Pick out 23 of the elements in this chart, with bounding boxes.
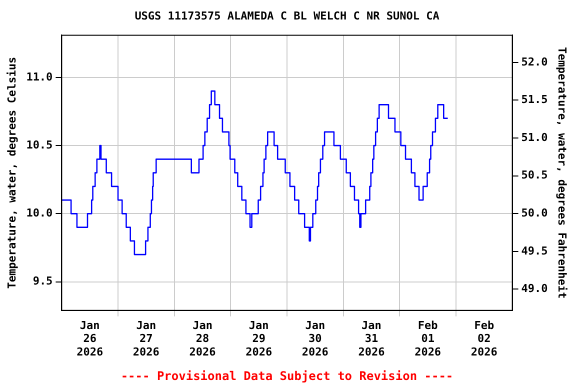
y-tick-label: 10.0 (26, 206, 53, 220)
y2-tick-label: 50.0 (521, 206, 548, 220)
text: ---- Provisional Data Subject to Revision ---- (120, 369, 454, 383)
y2-tick-label: 50.5 (521, 168, 548, 182)
y-tick-label: 9.5 (32, 274, 53, 288)
x-tick-label: Jan 28 2026 (189, 318, 216, 358)
x-tick-label: Jan 31 2026 (358, 318, 386, 358)
y2-tick-label: 49.0 (521, 282, 548, 296)
x-tick-label: Jan 27 2026 (132, 318, 160, 358)
x-tick-label: Jan 29 2026 (246, 318, 272, 358)
y2-tick-label: 51.0 (521, 130, 548, 144)
chart-title: USGS 11173575 ALAMEDA C BL WELCH C NR SUNOL CA (134, 9, 440, 22)
y2-tick-label: 49.5 (521, 244, 548, 258)
x-tick-label: Jan 30 2026 (302, 318, 329, 358)
x-tick-label: Feb 02 2026 (470, 318, 498, 358)
y2-tick-label: 52.0 (521, 55, 548, 68)
y2-axis-title: Temperature, water, degrees Fahrenheit (556, 46, 569, 299)
y2-tick-label: 51.5 (521, 93, 548, 106)
y-axis-title: Temperature, water, degrees Celsius (5, 56, 18, 289)
y-tick-label: 10.5 (26, 138, 53, 152)
x-tick-label: Feb 01 2026 (414, 318, 442, 358)
y-tick-label: 11.0 (26, 70, 53, 84)
x-tick-label: Jan 26 2026 (76, 318, 104, 358)
